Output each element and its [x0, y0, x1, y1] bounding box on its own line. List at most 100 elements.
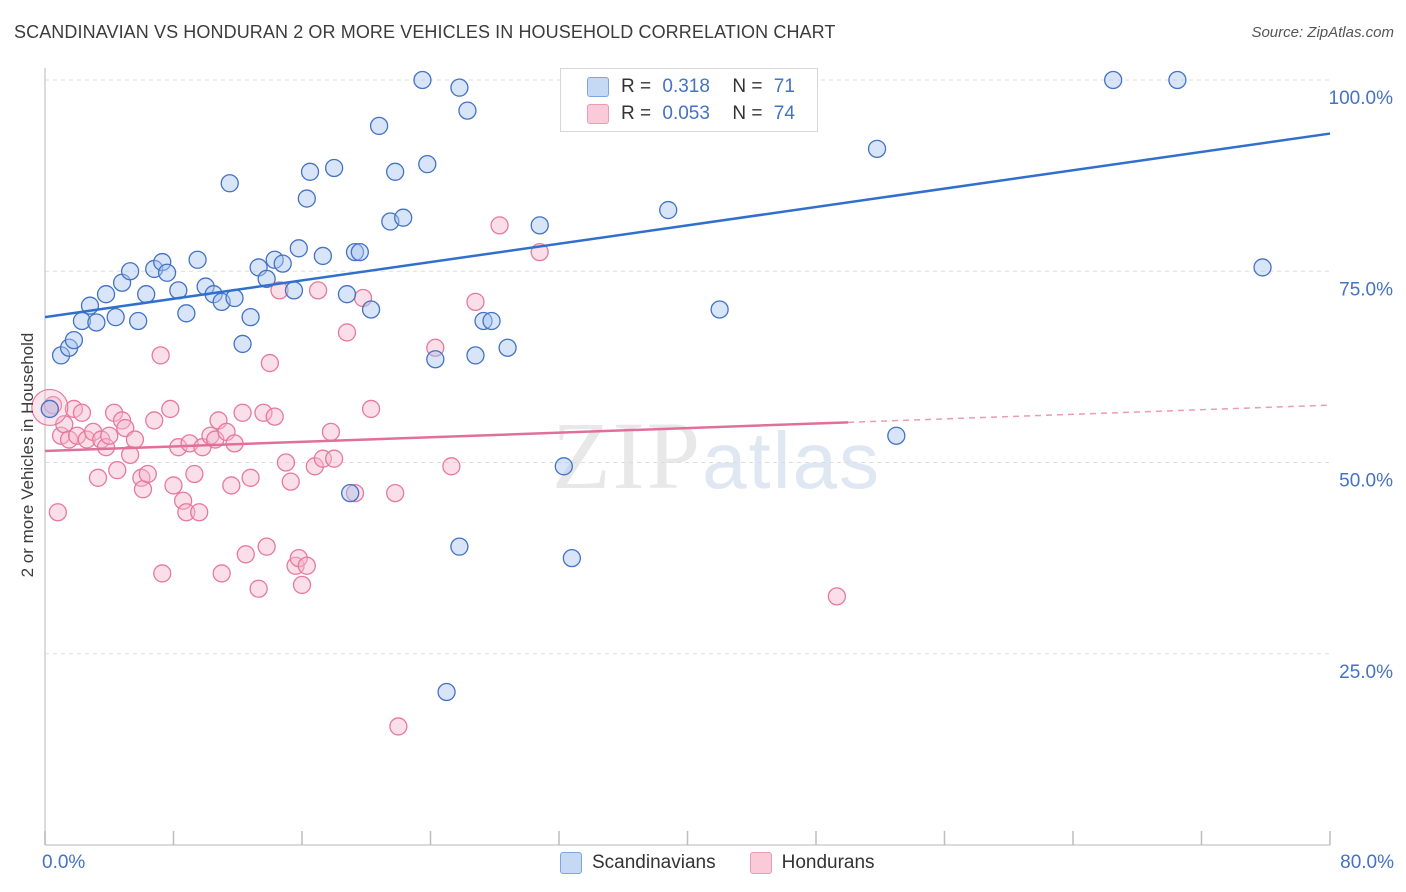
- scandinavian-point: [64, 330, 84, 350]
- scandinavian-point: [96, 285, 116, 304]
- honduran-point: [138, 464, 157, 484]
- y-tick-label: 100.0%: [1329, 88, 1394, 109]
- scandinavian-point: [157, 263, 177, 282]
- y-tick-label: 50.0%: [1339, 471, 1393, 492]
- axes: [44, 68, 1331, 846]
- honduran-point: [100, 426, 119, 445]
- scandinavian-point: [350, 242, 369, 262]
- scandinavian-point: [273, 254, 292, 273]
- legend-n-label: N =: [732, 76, 763, 97]
- legend-label-hondurans: Hondurans: [781, 852, 875, 873]
- y-tick-label: 75.0%: [1339, 279, 1393, 300]
- honduran-point: [827, 587, 847, 606]
- scandinavian-point: [450, 537, 469, 556]
- honduran-point: [270, 281, 289, 300]
- scandinavian-point: [498, 338, 517, 357]
- scandinavian-point: [450, 78, 469, 97]
- honduran-point: [276, 453, 296, 472]
- scandinavian-point: [394, 208, 413, 227]
- honduran-point: [254, 403, 273, 422]
- legend-row-hondurans: R = 0.053 N = 74: [587, 102, 795, 126]
- honduran-point: [257, 537, 276, 556]
- scandinavian-point: [257, 269, 276, 289]
- honduran-point: [161, 399, 180, 419]
- scandinavian-point: [554, 457, 573, 476]
- honduran-point: [324, 449, 344, 468]
- series-legend: Scandinavians Hondurans: [560, 852, 875, 874]
- scandinavian-point: [426, 350, 445, 369]
- scandinavian-point: [562, 548, 581, 568]
- scandinavian-point: [289, 239, 308, 258]
- legend-n-value: 74: [773, 103, 795, 124]
- scandinavian-point: [1168, 70, 1187, 90]
- scandinavian-point: [341, 483, 360, 503]
- honduran-point: [386, 483, 405, 503]
- legend-swatch-blue: [587, 77, 609, 97]
- honduran-point: [297, 556, 316, 575]
- scandinavian-point: [466, 346, 485, 365]
- honduran-point: [321, 422, 341, 442]
- scandinavian-point: [482, 311, 501, 331]
- scandinavian-point: [418, 154, 437, 174]
- y-tick-label: 25.0%: [1339, 662, 1393, 683]
- scandinavian-point: [659, 200, 678, 220]
- scandinavian-point: [413, 70, 432, 90]
- scandinavians-points: [40, 70, 1272, 702]
- legend-n-value: 71: [773, 76, 795, 97]
- scandinavian-point: [530, 216, 549, 235]
- honduran-point: [281, 472, 300, 491]
- y-axis-label: 2 or more Vehicles in Household: [18, 332, 37, 578]
- legend-r-label: R =: [621, 76, 652, 97]
- source-label: Source: ZipAtlas.com: [1251, 24, 1394, 41]
- honduran-point: [265, 407, 284, 426]
- honduran-point: [389, 717, 408, 736]
- scandinavian-point: [177, 304, 196, 323]
- scandinavian-point: [369, 116, 389, 136]
- legend-r-value: 0.053: [662, 103, 710, 124]
- scandinavian-point: [1253, 258, 1272, 277]
- honduran-point: [308, 281, 328, 300]
- x-tick-min: 0.0%: [42, 852, 86, 873]
- scandinavian-point: [120, 262, 140, 281]
- scandinavian-point: [87, 313, 106, 332]
- honduran-point: [337, 323, 357, 342]
- honduran-point: [96, 438, 116, 457]
- chart-title: SCANDINAVIAN VS HONDURAN 2 OR MORE VEHIC…: [14, 22, 836, 42]
- honduran-point: [72, 403, 92, 422]
- honduran-point: [108, 460, 127, 480]
- honduran-point: [222, 476, 241, 495]
- scandinavian-point: [313, 246, 333, 266]
- honduran-point: [233, 403, 252, 422]
- legend-r-value: 0.318: [662, 76, 710, 97]
- legend-swatch-hondurans: [749, 852, 772, 874]
- watermark: ZIPatlas: [552, 400, 881, 511]
- honduran-point: [173, 491, 193, 510]
- scandinavian-point: [887, 426, 906, 445]
- watermark-zip: ZIP: [552, 402, 702, 509]
- honduran-point: [361, 399, 381, 419]
- scandinavian-point: [386, 162, 405, 181]
- scandinavian-point: [1104, 70, 1123, 90]
- honduran-point: [145, 411, 164, 430]
- honduran-point: [190, 503, 209, 522]
- scandinavian-point: [220, 174, 239, 193]
- honduran-point: [292, 575, 312, 595]
- honduran-point: [133, 480, 153, 499]
- scandinavian-point: [867, 139, 887, 159]
- scandinavian-point: [361, 300, 381, 319]
- honduran-point: [236, 545, 255, 564]
- honduran-point: [151, 346, 170, 365]
- honduran-point: [48, 503, 67, 522]
- scandinavian-point: [40, 399, 59, 419]
- honduran-point: [212, 564, 231, 583]
- honduran-point: [164, 476, 183, 495]
- scandinavian-point: [137, 285, 156, 304]
- trend-lines: [44, 132, 1331, 453]
- scandinavian-point: [241, 307, 260, 327]
- grid: [45, 79, 1330, 655]
- scandinavian-point: [284, 281, 304, 300]
- honduran-point: [241, 468, 260, 487]
- scandinavian-point: [300, 162, 320, 181]
- scandinavian-point: [129, 311, 148, 331]
- scandinavian-point: [345, 242, 365, 262]
